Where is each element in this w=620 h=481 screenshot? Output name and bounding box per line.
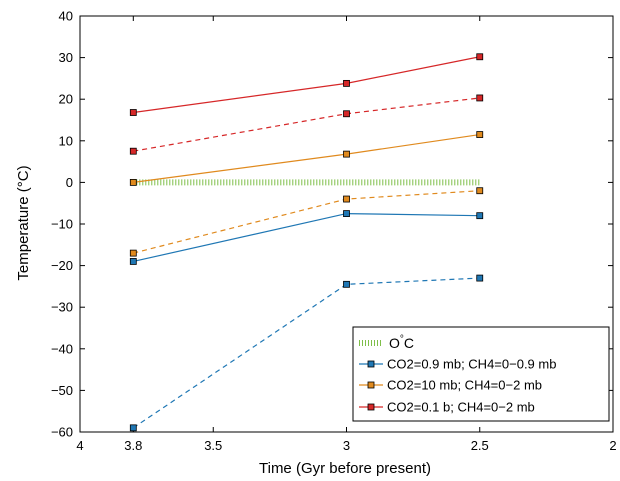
legend-ref-label: O°C [389, 334, 414, 351]
x-tick-label: 4 [76, 438, 83, 453]
x-axis-label: Time (Gyr before present) [259, 460, 431, 477]
data-point [476, 94, 484, 102]
y-tick-label: 20 [59, 92, 73, 107]
x-axis: 4 3.8 3.5 3 2.5 2 [76, 16, 617, 453]
series-group [129, 53, 484, 432]
data-point [343, 150, 350, 158]
x-tick-label: 3.5 [204, 438, 222, 453]
legend-ref-label-main: O [389, 335, 400, 351]
data-point [476, 187, 484, 195]
legend-entry-label: CO2=0.1 b; CH4=0−2 mb [387, 400, 535, 415]
y-tick-label: −50 [51, 383, 73, 398]
y-tick-label: −20 [51, 258, 73, 273]
y-tick-label: 40 [59, 9, 73, 24]
y-tick-label: −30 [51, 300, 73, 315]
data-point [476, 212, 484, 220]
data-point [129, 109, 137, 116]
legend-entry-label: CO2=10 mb; CH4=0−2 mb [387, 378, 542, 393]
data-point [129, 178, 137, 186]
y-axis-label: Temperature (°C) [15, 165, 32, 280]
data-point [476, 274, 484, 282]
legend-swatch-marker [367, 403, 375, 411]
legend-ref-label-sup: ° [400, 334, 404, 345]
data-point [476, 131, 484, 138]
data-point [343, 79, 350, 87]
legend-swatch-marker [367, 381, 375, 389]
x-tick-label: 3.8 [124, 438, 142, 453]
y-tick-label: 0 [66, 175, 73, 190]
y-tick-label: −40 [51, 341, 73, 356]
y-tick-label: −60 [51, 425, 73, 440]
data-point [343, 280, 350, 288]
legend-entry-label: CO2=0.9 mb; CH4=0−0.9 mb [387, 357, 556, 372]
legend-ref-label-tail: C [404, 335, 414, 351]
series-line-1 [132, 277, 480, 429]
y-tick-label: 10 [59, 133, 73, 148]
data-point [343, 210, 350, 218]
x-tick-label: 3 [343, 438, 350, 453]
y-tick-label: 30 [59, 50, 73, 65]
legend-box [352, 326, 610, 422]
data-point [129, 147, 137, 155]
y-tick-label: −10 [51, 217, 73, 232]
data-point [343, 110, 350, 118]
data-point [129, 424, 137, 432]
x-tick-label: 2.5 [471, 438, 489, 453]
data-point [129, 249, 137, 257]
data-point [343, 195, 350, 203]
data-point [129, 258, 137, 265]
y-axis: −60 −50 −40 −30 −20 −10 0 10 20 30 40 [51, 9, 613, 440]
legend-swatch-marker [367, 360, 375, 368]
data-point [476, 53, 484, 61]
legend: O°C CO2=0.9 mb; CH4=0−0.9 mb CO2=10 mb; CH… [352, 326, 610, 422]
x-tick-label: 2 [609, 438, 616, 453]
